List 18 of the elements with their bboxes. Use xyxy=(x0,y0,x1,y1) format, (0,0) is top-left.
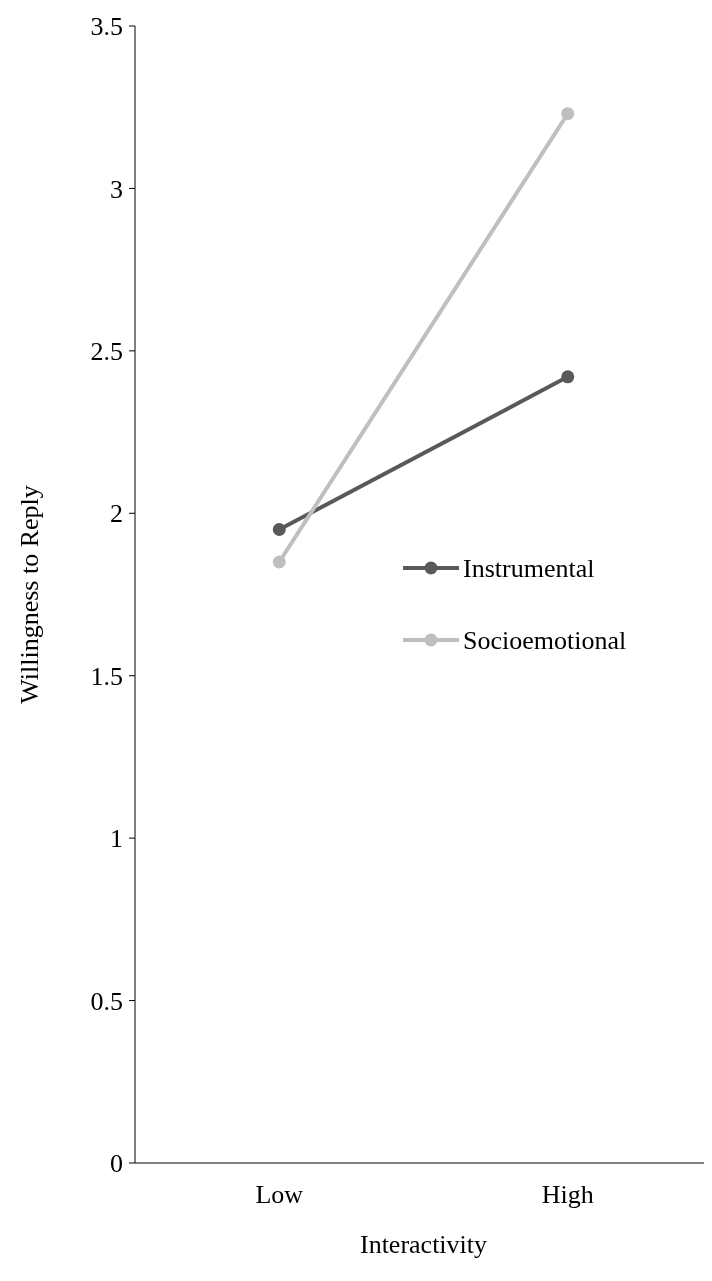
y-tick-label: 1 xyxy=(110,824,123,854)
y-axis-title: Willingness to Reply xyxy=(15,485,44,704)
x-axis-title: Interactivity xyxy=(359,1230,488,1259)
y-tick-label: 3.5 xyxy=(90,12,123,42)
y-tick-label: 2 xyxy=(110,499,123,529)
point xyxy=(272,555,286,569)
point xyxy=(561,107,575,121)
y-tick-label: 2.5 xyxy=(90,336,123,366)
point xyxy=(272,523,286,537)
x-tick-label: Low xyxy=(255,1180,304,1209)
point xyxy=(561,370,575,384)
y-tick-label: 0.5 xyxy=(90,986,123,1016)
legend-label: Instrumental xyxy=(463,554,595,584)
y-tick-label: 0 xyxy=(110,1149,123,1179)
x-tick-label: High xyxy=(541,1180,594,1209)
legend-label: Socioemotional xyxy=(463,626,627,656)
y-tick-label: 3 xyxy=(110,174,123,204)
y-tick-label: 1.5 xyxy=(90,661,123,691)
